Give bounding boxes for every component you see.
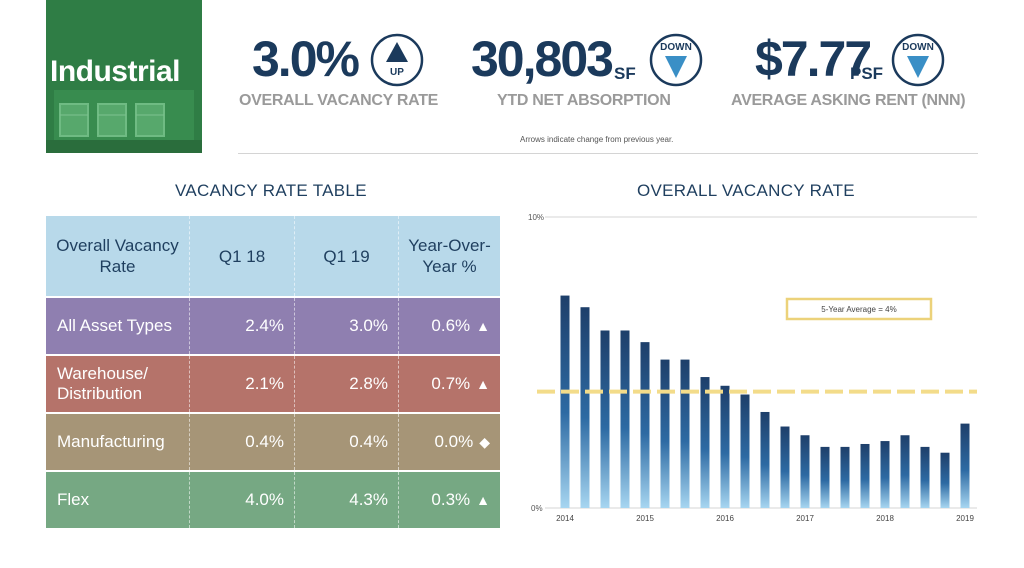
kpi-vacancy-direction: UP <box>390 67 404 78</box>
up-arrow-icon: UP <box>370 33 424 87</box>
row-q1-18: 4.0% <box>189 472 294 528</box>
bar <box>720 385 730 508</box>
y-tick-label: 0% <box>531 504 543 513</box>
row-q1-18: 2.1% <box>189 356 294 412</box>
bar <box>900 435 910 508</box>
row-yoy: 0.7% ▲ <box>398 356 500 412</box>
average-label-box <box>785 297 933 321</box>
x-tick-label: 2019 <box>956 514 974 523</box>
row-name: Flex <box>57 490 90 509</box>
bars-group <box>560 295 970 508</box>
x-tick-label: 2016 <box>716 514 734 523</box>
bar <box>600 330 610 508</box>
row-yoy: 0.0% ◆ <box>398 414 500 470</box>
kpi-absorption-value: 30,803 <box>471 31 614 87</box>
kpi-vacancy-value: 3.0% <box>252 31 360 87</box>
x-tick-label: 2015 <box>636 514 654 523</box>
row-yoy-value: 0.7% <box>431 374 471 393</box>
industrial-brand-tile: Industrial <box>46 0 202 153</box>
bar <box>880 441 890 508</box>
up-triangle-icon: ▲ <box>476 492 490 508</box>
arrows-note: Arrows indicate change from previous yea… <box>520 135 674 144</box>
up-triangle-icon: ▲ <box>476 376 490 392</box>
bar <box>740 394 750 508</box>
diamond-icon: ◆ <box>479 433 490 450</box>
header-q1-19: Q1 19 <box>294 216 398 296</box>
bar <box>940 452 950 508</box>
x-ticks-group: 2014 2015 2016 2017 2018 2019 <box>556 514 974 523</box>
bar <box>660 359 670 508</box>
chart-title: OVERALL VACANCY RATE <box>637 181 855 200</box>
x-tick-label: 2017 <box>796 514 814 523</box>
y-tick-label: 10% <box>528 213 544 222</box>
x-tick-label: 2018 <box>876 514 894 523</box>
average-label: 5-Year Average = 4% <box>821 305 896 314</box>
bar <box>960 423 970 508</box>
bar <box>640 342 650 508</box>
row-q1-19: 0.4% <box>294 414 398 470</box>
table-title: VACANCY RATE TABLE <box>175 181 367 200</box>
row-yoy: 0.3% ▲ <box>398 472 500 528</box>
table-row: Warehouse/ Distribution 2.1% 2.8% 0.7% ▲ <box>46 356 500 412</box>
bar <box>840 446 850 508</box>
down-arrow-icon: DOWN <box>649 33 703 87</box>
bar <box>620 330 630 508</box>
bar <box>780 426 790 508</box>
row-q1-18: 0.4% <box>189 414 294 470</box>
row-q1-18: 2.4% <box>189 298 294 354</box>
vacancy-rate-table: Overall Vacancy Rate Q1 18 Q1 19 Year-Ov… <box>46 216 500 528</box>
bar <box>800 435 810 508</box>
vacancy-rate-chart: 10% 0% 5-Year Average = 4% 2014 2015 2016 2… <box>528 213 977 523</box>
row-yoy-value: 0.6% <box>431 316 471 335</box>
bar <box>560 295 570 508</box>
kpi-rent-value: $7.77 <box>755 31 872 87</box>
header-q1-18: Q1 18 <box>189 216 294 296</box>
row-name: Manufacturing <box>57 432 165 451</box>
kpi-rent-label: AVERAGE ASKING RENT (NNN) <box>731 92 966 109</box>
bar <box>820 446 830 508</box>
divider <box>238 153 978 154</box>
bar <box>680 359 690 508</box>
kpi-rent-unit: PSF <box>850 64 884 83</box>
row-yoy: 0.6% ▲ <box>398 298 500 354</box>
row-name: All Asset Types <box>57 316 172 335</box>
row-yoy-value: 0.0% <box>434 432 474 451</box>
table-row: Manufacturing 0.4% 0.4% 0.0% ◆ <box>46 414 500 470</box>
header-overall-vacancy: Overall Vacancy Rate <box>56 236 179 276</box>
x-tick-label: 2014 <box>556 514 574 523</box>
kpi-absorption-unit: SF <box>614 64 636 83</box>
kpi-vacancy-label: OVERALL VACANCY RATE <box>239 92 439 109</box>
bar <box>700 377 710 508</box>
row-q1-19: 2.8% <box>294 356 398 412</box>
down-arrow-icon: DOWN <box>891 33 945 87</box>
row-name: Warehouse/ Distribution <box>57 364 149 403</box>
kpi-absorption-direction: DOWN <box>660 42 692 53</box>
bar <box>920 446 930 508</box>
kpi-absorption-label: YTD NET ABSORPTION <box>497 92 671 109</box>
row-yoy-value: 0.3% <box>431 490 471 509</box>
header-yoy: Year-Over-Year % <box>398 216 500 296</box>
bar <box>860 443 870 508</box>
kpi-rent-direction: DOWN <box>902 42 934 53</box>
table-header-row: Overall Vacancy Rate Q1 18 Q1 19 Year-Ov… <box>46 216 500 296</box>
row-q1-19: 3.0% <box>294 298 398 354</box>
table-row: All Asset Types 2.4% 3.0% 0.6% ▲ <box>46 298 500 354</box>
bar <box>580 307 590 508</box>
up-triangle-icon: ▲ <box>476 318 490 334</box>
row-q1-19: 4.3% <box>294 472 398 528</box>
brand-label: Industrial <box>50 55 181 88</box>
warehouse-illustration <box>46 0 202 153</box>
bar <box>760 411 770 508</box>
table-row: Flex 4.0% 4.3% 0.3% ▲ <box>46 472 500 528</box>
